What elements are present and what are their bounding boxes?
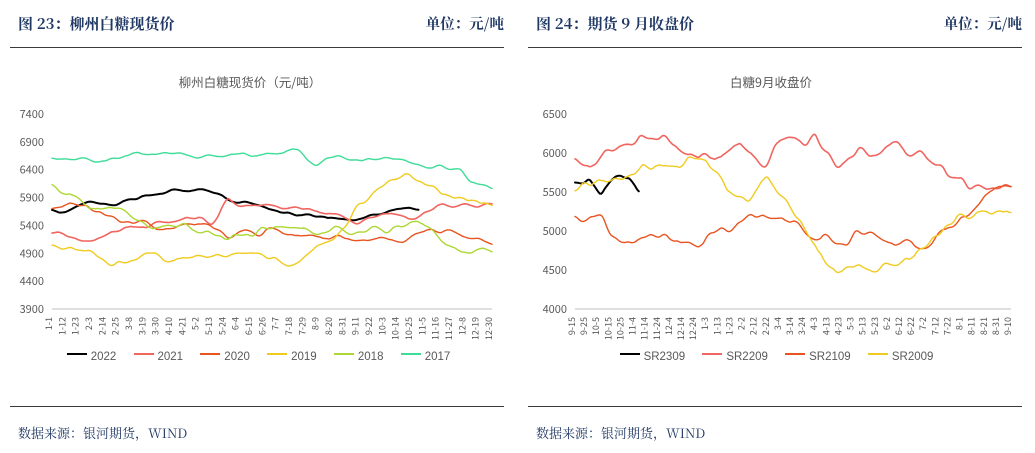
svg-text:3-4: 3-4 xyxy=(771,317,784,330)
svg-text:7-18: 7-18 xyxy=(282,317,295,335)
svg-text:6000: 6000 xyxy=(543,145,567,161)
svg-text:9-10: 9-10 xyxy=(1001,317,1014,335)
svg-text:7-22: 7-22 xyxy=(940,317,953,335)
svg-text:5-3: 5-3 xyxy=(844,317,857,330)
svg-text:1-13: 1-13 xyxy=(710,317,723,335)
svg-text:2-12: 2-12 xyxy=(747,317,760,335)
svg-text:10-5: 10-5 xyxy=(589,317,602,335)
svg-text:12-4: 12-4 xyxy=(662,317,675,335)
svg-text:5-2: 5-2 xyxy=(189,317,202,330)
svg-text:9-22: 9-22 xyxy=(362,317,375,335)
svg-text:7-7: 7-7 xyxy=(269,317,282,330)
svg-text:12-30: 12-30 xyxy=(482,317,495,340)
svg-text:2-2: 2-2 xyxy=(735,317,748,330)
svg-text:11-4: 11-4 xyxy=(626,317,639,335)
svg-text:9-15: 9-15 xyxy=(565,317,578,335)
svg-text:1-1: 1-1 xyxy=(42,317,55,330)
svg-text:12-24: 12-24 xyxy=(686,317,699,340)
svg-text:7-12: 7-12 xyxy=(928,317,941,335)
svg-text:3-24: 3-24 xyxy=(795,317,808,335)
svg-text:6-26: 6-26 xyxy=(255,317,268,335)
svg-text:2-3: 2-3 xyxy=(82,317,95,330)
svg-text:6900: 6900 xyxy=(20,134,44,150)
svg-text:5500: 5500 xyxy=(543,184,567,200)
svg-text:8-31: 8-31 xyxy=(335,317,348,335)
svg-text:3-30: 3-30 xyxy=(149,317,162,335)
svg-text:4-13: 4-13 xyxy=(819,317,832,335)
svg-text:10-25: 10-25 xyxy=(613,317,626,340)
svg-text:4400: 4400 xyxy=(20,273,44,289)
svg-text:4-21: 4-21 xyxy=(175,317,188,335)
svg-text:9-11: 9-11 xyxy=(349,317,362,335)
svg-text:4000: 4000 xyxy=(543,301,567,317)
svg-text:10-3: 10-3 xyxy=(375,317,388,335)
svg-text:11-24: 11-24 xyxy=(650,317,663,340)
svg-text:4-23: 4-23 xyxy=(831,317,844,335)
svg-text:5-13: 5-13 xyxy=(202,317,215,335)
svg-text:4900: 4900 xyxy=(20,245,44,261)
svg-text:11-5: 11-5 xyxy=(415,317,428,335)
svg-text:11-16: 11-16 xyxy=(429,317,442,340)
svg-text:10-14: 10-14 xyxy=(389,317,402,340)
svg-text:5400: 5400 xyxy=(20,217,44,233)
svg-text:6-22: 6-22 xyxy=(904,317,917,335)
svg-text:8-11: 8-11 xyxy=(965,317,978,335)
svg-text:6-15: 6-15 xyxy=(242,317,255,335)
svg-text:柳州白糖现货价（元/吨）: 柳州白糖现货价（元/吨） xyxy=(179,72,321,91)
svg-text:5-23: 5-23 xyxy=(868,317,881,335)
svg-text:3900: 3900 xyxy=(20,301,44,317)
svg-text:7-2: 7-2 xyxy=(916,317,929,330)
svg-text:10-25: 10-25 xyxy=(402,317,415,340)
svg-text:2-22: 2-22 xyxy=(759,317,772,335)
svg-text:5-13: 5-13 xyxy=(856,317,869,335)
svg-text:6-12: 6-12 xyxy=(892,317,905,335)
svg-text:12-8: 12-8 xyxy=(455,317,468,335)
svg-text:7-29: 7-29 xyxy=(295,317,308,335)
svg-text:1-23: 1-23 xyxy=(69,317,82,335)
svg-text:3-14: 3-14 xyxy=(783,317,796,335)
svg-text:3-8: 3-8 xyxy=(122,317,135,330)
svg-text:白糖9月收盘价: 白糖9月收盘价 xyxy=(730,72,812,91)
svg-text:9-25: 9-25 xyxy=(577,317,590,335)
svg-text:8-1: 8-1 xyxy=(953,317,966,330)
svg-text:11-14: 11-14 xyxy=(638,317,651,340)
svg-text:8-20: 8-20 xyxy=(322,317,335,335)
svg-text:8-9: 8-9 xyxy=(309,317,322,330)
svg-text:5000: 5000 xyxy=(543,223,567,239)
svg-text:2-25: 2-25 xyxy=(109,317,122,335)
svg-text:3-19: 3-19 xyxy=(135,317,148,335)
svg-text:1-12: 1-12 xyxy=(55,317,68,335)
svg-text:6-4: 6-4 xyxy=(229,317,242,330)
svg-text:5900: 5900 xyxy=(20,190,44,206)
svg-text:6-2: 6-2 xyxy=(880,317,893,330)
svg-text:5-24: 5-24 xyxy=(215,317,228,335)
svg-text:6500: 6500 xyxy=(543,106,567,122)
svg-text:10-15: 10-15 xyxy=(601,317,614,340)
svg-text:4-3: 4-3 xyxy=(807,317,820,330)
svg-text:1-3: 1-3 xyxy=(698,317,711,330)
svg-text:7400: 7400 xyxy=(20,106,44,122)
svg-text:2-14: 2-14 xyxy=(95,317,108,335)
svg-text:12-14: 12-14 xyxy=(674,317,687,340)
svg-text:4-10: 4-10 xyxy=(162,317,175,335)
svg-text:4500: 4500 xyxy=(543,262,567,278)
svg-text:12-19: 12-19 xyxy=(469,317,482,340)
svg-text:8-31: 8-31 xyxy=(989,317,1002,335)
svg-text:1-23: 1-23 xyxy=(722,317,735,335)
svg-text:6400: 6400 xyxy=(20,162,44,178)
svg-text:8-21: 8-21 xyxy=(977,317,990,335)
svg-text:11-27: 11-27 xyxy=(442,317,455,340)
